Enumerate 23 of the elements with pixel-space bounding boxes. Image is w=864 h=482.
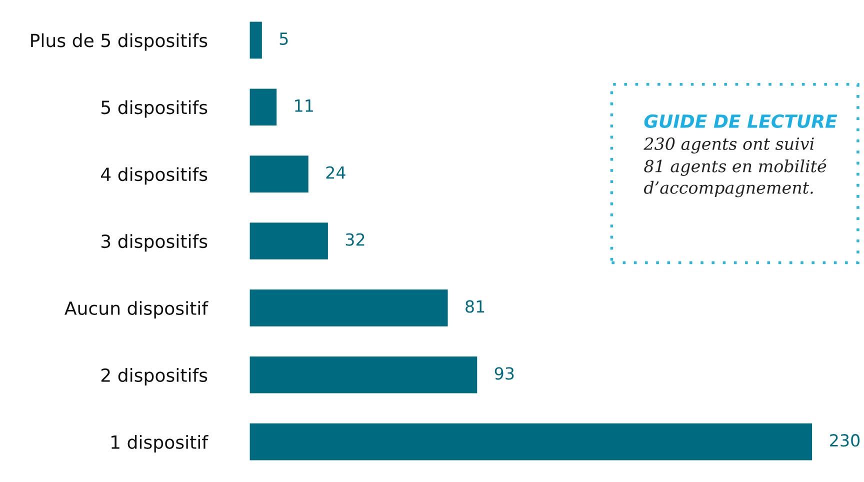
data-label: 11 [295, 100, 313, 112]
data-label: 81 [466, 300, 484, 313]
bar [250, 356, 478, 394]
bar [250, 156, 308, 192]
bar [250, 88, 277, 126]
y-tick-label: 1 dispositif [112, 434, 208, 452]
y-tick-label: 4 dispositifs [101, 167, 208, 185]
y-tick-label: 3 dispositifs [102, 234, 208, 252]
bar [250, 423, 812, 460]
y-tick-label: Plus de 5 dispositifs [31, 33, 208, 51]
data-label: 32 [346, 233, 364, 246]
data-label: 230 [830, 434, 860, 447]
y-tick-label: Aucun dispositif [64, 301, 208, 319]
bar [250, 22, 262, 59]
annotation: 230 agents ont suivi 81 agents en mobilité d’accompagnement. [644, 137, 826, 198]
bar [250, 222, 328, 260]
data-label: 24 [326, 166, 346, 179]
y-tick-label: 2 dispositifs [101, 368, 208, 386]
annotation: GUIDE DE LECTURE [644, 114, 838, 128]
data-label: 5 [280, 32, 288, 46]
y-tick-label: 5 dispositifs [102, 100, 208, 118]
data-label: 93 [494, 367, 514, 380]
bar [250, 290, 448, 326]
